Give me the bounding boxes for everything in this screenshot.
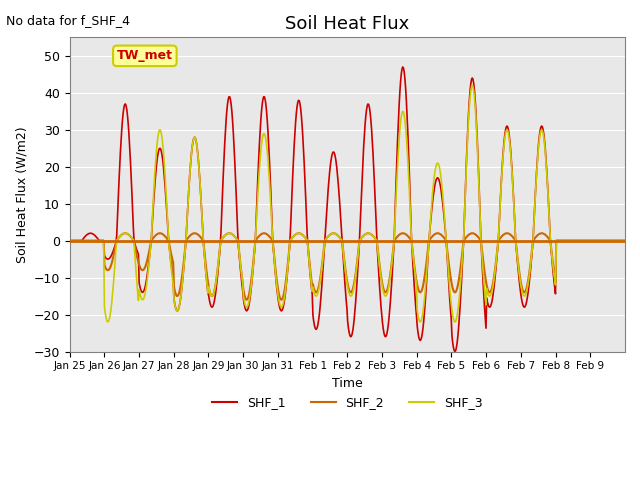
SHF_1 <box>436 183 444 189</box>
Line: SHF_2: SHF_2 <box>70 233 625 300</box>
SHF_3 <box>436 166 444 171</box>
SHF_1 <box>451 348 459 354</box>
SHF_2 <box>436 231 444 237</box>
SHF_3 <box>451 319 459 325</box>
Title: Soil Heat Flux: Soil Heat Flux <box>285 15 410 33</box>
SHF_3 <box>282 287 289 293</box>
SHF_1 <box>282 290 289 296</box>
SHF_2 <box>260 230 268 236</box>
SHF_2 <box>503 230 511 236</box>
SHF_3 <box>260 131 268 137</box>
SHF_1 <box>621 238 629 243</box>
SHF_1 <box>66 238 74 243</box>
SHF_2 <box>66 238 74 243</box>
SHF_2 <box>131 243 139 249</box>
SHF_3 <box>468 83 476 88</box>
X-axis label: Time: Time <box>332 377 363 390</box>
SHF_3 <box>621 238 629 243</box>
SHF_2 <box>233 236 241 242</box>
SHF_3 <box>66 238 74 243</box>
Line: SHF_3: SHF_3 <box>70 85 625 322</box>
SHF_1 <box>399 64 406 70</box>
Line: SHF_1: SHF_1 <box>70 67 625 351</box>
SHF_3 <box>404 170 412 176</box>
SHF_2 <box>405 235 413 240</box>
Legend: SHF_1, SHF_2, SHF_3: SHF_1, SHF_2, SHF_3 <box>207 391 488 414</box>
SHF_2 <box>282 276 290 282</box>
SHF_1 <box>260 94 268 100</box>
SHF_3 <box>233 236 241 242</box>
Text: No data for f_SHF_4: No data for f_SHF_4 <box>6 14 131 27</box>
SHF_3 <box>131 252 139 257</box>
SHF_1 <box>233 210 241 216</box>
SHF_1 <box>131 241 139 247</box>
SHF_1 <box>405 168 413 173</box>
Y-axis label: Soil Heat Flux (W/m2): Soil Heat Flux (W/m2) <box>15 126 28 263</box>
SHF_2 <box>621 238 629 243</box>
Text: TW_met: TW_met <box>117 49 173 62</box>
SHF_2 <box>277 297 285 302</box>
